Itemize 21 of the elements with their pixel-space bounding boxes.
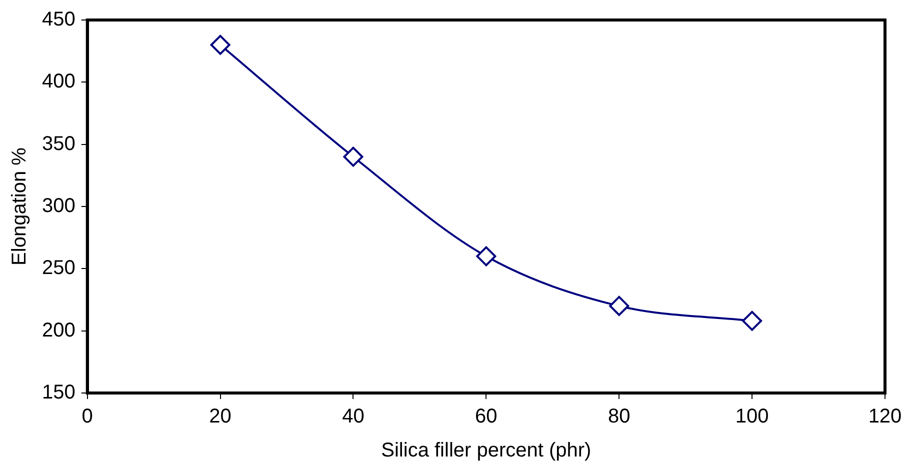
point	[742, 310, 762, 331]
y-tick-label: 300	[42, 195, 76, 218]
point	[210, 34, 230, 55]
x-tick-label: 120	[868, 406, 902, 428]
point	[476, 246, 496, 266]
y-tick-label: 200	[42, 319, 76, 342]
x-tick-label: 80	[608, 406, 630, 428]
x-tick-label: 20	[209, 406, 232, 428]
x-tick-label: 0	[82, 406, 93, 428]
y-tick-label: 250	[42, 257, 76, 280]
y-tick-label: 350	[42, 132, 76, 155]
y-tick-label: 450	[42, 8, 76, 31]
x-tick-label: 60	[475, 406, 498, 428]
point	[343, 146, 364, 167]
y-tick-label: 150	[42, 382, 76, 404]
x-tick-label: 100	[735, 406, 769, 428]
point	[609, 296, 630, 316]
y-axis-title: Elongation %	[8, 147, 31, 266]
y-tick-label: 400	[42, 70, 76, 93]
x-axis-title: Silica filler percent (phr)	[381, 440, 592, 462]
x-tick-label: 40	[342, 406, 364, 428]
